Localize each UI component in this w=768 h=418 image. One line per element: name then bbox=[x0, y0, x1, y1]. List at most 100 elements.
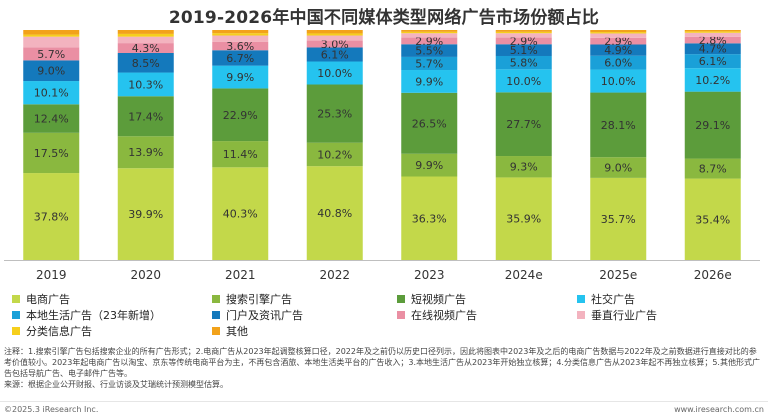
legend-label: 社交广告 bbox=[591, 293, 635, 306]
legend-item: 短视频广告 bbox=[397, 291, 466, 307]
bar-segment bbox=[212, 88, 269, 142]
bar-segment bbox=[117, 43, 174, 53]
bar-segment bbox=[212, 30, 269, 34]
data-label: 4.3% bbox=[132, 42, 160, 55]
legend-swatch bbox=[397, 311, 405, 319]
x-tick-label: 2026e bbox=[694, 268, 732, 282]
data-label: 9.9% bbox=[415, 159, 443, 172]
chart-title: 2019-2026年中国不同媒体类型网络广告市场份额占比 bbox=[168, 8, 600, 28]
legend-swatch bbox=[12, 327, 20, 335]
legend-item: 搜索引擎广告 bbox=[212, 291, 292, 307]
data-label: 35.7% bbox=[601, 213, 636, 226]
bar-segment bbox=[306, 40, 363, 48]
legend-item: 分类信息广告 bbox=[12, 323, 92, 339]
bar-segment bbox=[401, 30, 458, 32]
data-label: 9.9% bbox=[415, 75, 443, 88]
bar-segment bbox=[212, 65, 269, 89]
data-label: 35.9% bbox=[506, 213, 541, 226]
bar-segment bbox=[306, 61, 363, 85]
bar-segment bbox=[306, 84, 363, 143]
chart-notes: 注释：1.搜索引擎广告包括搜索企业的所有广告形式；2.电商广告从2023年起调整… bbox=[4, 346, 764, 390]
bar-segment bbox=[212, 50, 269, 66]
bar-segment bbox=[495, 69, 552, 93]
bar-segment bbox=[117, 136, 174, 169]
bar-segment bbox=[495, 92, 552, 157]
legend-swatch bbox=[577, 311, 585, 319]
bar-segment bbox=[590, 32, 647, 34]
legend-item: 本地生活广告（23年新增） bbox=[12, 307, 161, 323]
bar-segment bbox=[212, 141, 269, 168]
legend-item: 垂直行业广告 bbox=[577, 307, 657, 323]
bar-segment bbox=[495, 44, 552, 56]
bar-segment bbox=[401, 37, 458, 45]
bar-segment bbox=[23, 30, 80, 35]
bar-segment bbox=[401, 70, 458, 93]
legend-item: 门户及资讯广告 bbox=[212, 307, 303, 323]
legend-swatch bbox=[397, 295, 405, 303]
data-label: 10.1% bbox=[34, 87, 69, 100]
data-label: 5.7% bbox=[415, 57, 443, 70]
bar-segment bbox=[590, 55, 647, 70]
x-tick-label: 2022 bbox=[319, 268, 350, 282]
bar-segment bbox=[684, 43, 741, 55]
x-tick-label: 2024e bbox=[505, 268, 543, 282]
data-label: 5.8% bbox=[510, 57, 538, 70]
bar-segment bbox=[306, 142, 363, 167]
bar-segment bbox=[684, 68, 741, 92]
data-label: 26.5% bbox=[412, 117, 447, 130]
data-label: 22.9% bbox=[223, 109, 258, 122]
stacked-bar-chart: 37.8% 17.5% 12.4% 10.1% 9.0% 5.7% 2019 39.9% 13.… bbox=[4, 30, 760, 282]
data-label: 2.9% bbox=[604, 35, 632, 48]
data-label: 39.9% bbox=[128, 208, 163, 221]
legend-swatch bbox=[212, 327, 220, 335]
bar-segment bbox=[590, 177, 647, 260]
data-label: 3.0% bbox=[321, 38, 349, 51]
data-label: 10.0% bbox=[317, 67, 352, 80]
data-label: 10.2% bbox=[695, 74, 730, 87]
x-tick-label: 2020 bbox=[130, 268, 161, 282]
note-text: 注释：1.搜索引擎广告包括搜索企业的所有广告形式；2.电商广告从2023年起调整… bbox=[4, 347, 760, 378]
legend-swatch bbox=[12, 311, 20, 319]
legend-label: 垂直行业广告 bbox=[591, 309, 657, 322]
bar-segment bbox=[23, 47, 80, 61]
bar-segment bbox=[23, 132, 80, 174]
x-tick-label: 2021 bbox=[225, 268, 256, 282]
data-label: 5.1% bbox=[510, 44, 538, 57]
data-label: 5.7% bbox=[37, 48, 65, 61]
legend-swatch bbox=[212, 295, 220, 303]
data-label: 3.6% bbox=[226, 40, 254, 53]
data-label: 35.4% bbox=[695, 213, 730, 226]
bar-segment bbox=[23, 36, 80, 48]
data-label: 17.4% bbox=[128, 110, 163, 123]
data-label: 28.1% bbox=[601, 119, 636, 132]
bar-segment bbox=[684, 36, 741, 44]
bar-segment bbox=[590, 44, 647, 56]
bar-segment bbox=[212, 41, 269, 51]
bar-segment bbox=[401, 31, 458, 34]
bar-segment bbox=[684, 31, 741, 33]
bar-segment bbox=[117, 53, 174, 73]
data-label: 9.0% bbox=[604, 162, 632, 175]
data-label: 10.0% bbox=[506, 75, 541, 88]
bar-segment bbox=[117, 30, 174, 34]
data-label: 40.8% bbox=[317, 207, 352, 220]
data-label: 9.9% bbox=[226, 71, 254, 84]
bar-segment bbox=[684, 158, 741, 179]
legend-label: 本地生活广告（23年新增） bbox=[26, 309, 161, 322]
bar-segment bbox=[590, 157, 647, 178]
bar-segment bbox=[401, 92, 458, 154]
bar-segment bbox=[117, 36, 174, 44]
data-label: 4.7% bbox=[699, 43, 727, 56]
bar-segment bbox=[684, 178, 741, 260]
data-label: 2.9% bbox=[510, 35, 538, 48]
data-label: 10.2% bbox=[317, 148, 352, 161]
data-label: 6.0% bbox=[604, 57, 632, 70]
data-label: 36.3% bbox=[412, 212, 447, 225]
data-label: 13.9% bbox=[128, 146, 163, 159]
bar-segment bbox=[495, 156, 552, 178]
bar-segment bbox=[401, 33, 458, 38]
legend-swatch bbox=[12, 295, 20, 303]
bar-segment bbox=[684, 32, 741, 37]
data-label: 25.3% bbox=[317, 108, 352, 121]
bar-segment bbox=[401, 176, 458, 260]
